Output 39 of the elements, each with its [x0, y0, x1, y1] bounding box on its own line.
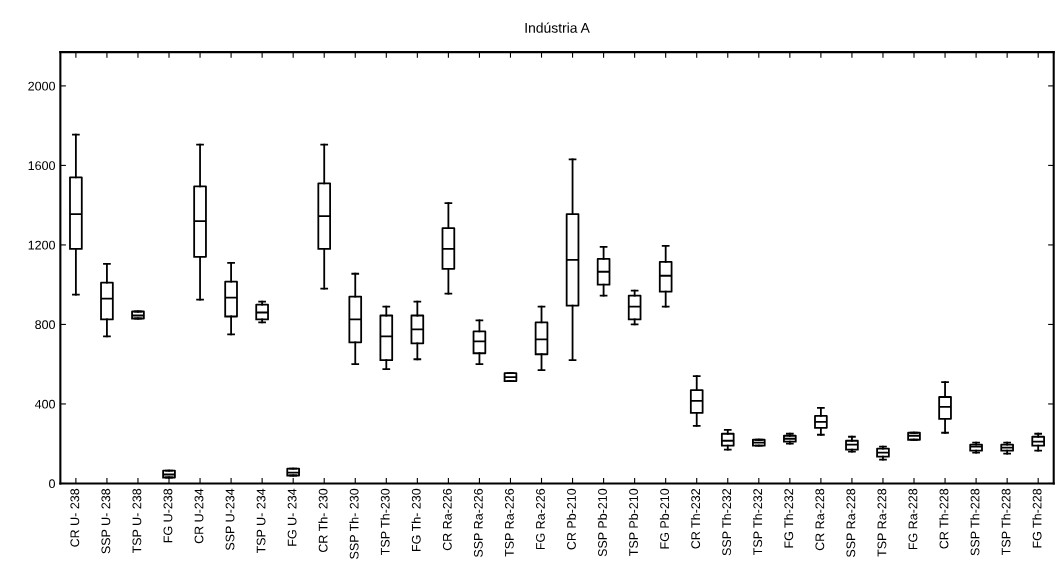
x-tick-label: SSP Th-232 — [721, 488, 732, 556]
x-tick-label: CR Pb-210 — [566, 488, 576, 550]
x-tick-label: SSP Ra-226 — [473, 488, 483, 558]
x-tick-label: CR U- 238 — [70, 488, 80, 547]
x-tick-label: FG Ra-228 — [908, 488, 918, 550]
y-tick-label: 0 — [49, 479, 56, 489]
x-tick-label: SSP Pb-210 — [597, 488, 607, 557]
x-tick-label: TSP U- 234 — [256, 488, 266, 554]
x-tick-label: SSP Th-228 — [970, 488, 980, 556]
x-tick-label: FG Th- 230 — [411, 488, 421, 551]
x-tick-label: TSP Ra-226 — [504, 488, 514, 557]
x-tick-label: SSP U- 238 — [101, 488, 111, 554]
x-tick-label: CR Th-232 — [690, 488, 701, 549]
x-tick-label: SSP Th- 230 — [349, 488, 359, 559]
x-tick-label: CR Th- 230 — [318, 488, 328, 553]
x-tick-label: SSP Ra-228 — [846, 488, 856, 558]
x-tick-label: TSP Th-232 — [752, 488, 763, 555]
x-tick-label: CR U-234 — [194, 488, 204, 544]
y-tick-label: 400 — [34, 399, 56, 409]
x-tick-label: TSP Th-228 — [1001, 488, 1011, 555]
x-tick-label: FG Ra-226 — [536, 488, 545, 550]
x-tick-label: SSP U-234 — [225, 488, 235, 551]
x-tick-label: TSP U- 238 — [132, 488, 142, 554]
x-tick-label: TSP Ra-228 — [877, 488, 887, 557]
x-tick-label: FG Pb-210 — [659, 488, 670, 549]
x-tick-label: FG Th-232 — [784, 488, 794, 548]
x-tick-label: TSP Th-230 — [380, 488, 390, 555]
x-tick-label: CR Ra-228 — [815, 488, 825, 551]
y-tick-label: 1200 — [28, 240, 56, 250]
y-tick-label: 2000 — [28, 81, 56, 91]
x-tick-label: FG Th-228 — [1032, 488, 1042, 548]
x-tick-label: CR Ra-226 — [442, 488, 452, 551]
x-tick-label: TSP Pb-210 — [628, 488, 638, 556]
y-tick-label: 1600 — [28, 161, 56, 171]
chart-title: Indústria A — [525, 22, 590, 33]
x-tick-label: FG U-238 — [163, 488, 173, 543]
y-tick-label: 800 — [35, 320, 56, 330]
x-tick-label: FG U- 234 — [287, 488, 297, 546]
x-tick-label: CR Th-228 — [939, 488, 949, 549]
